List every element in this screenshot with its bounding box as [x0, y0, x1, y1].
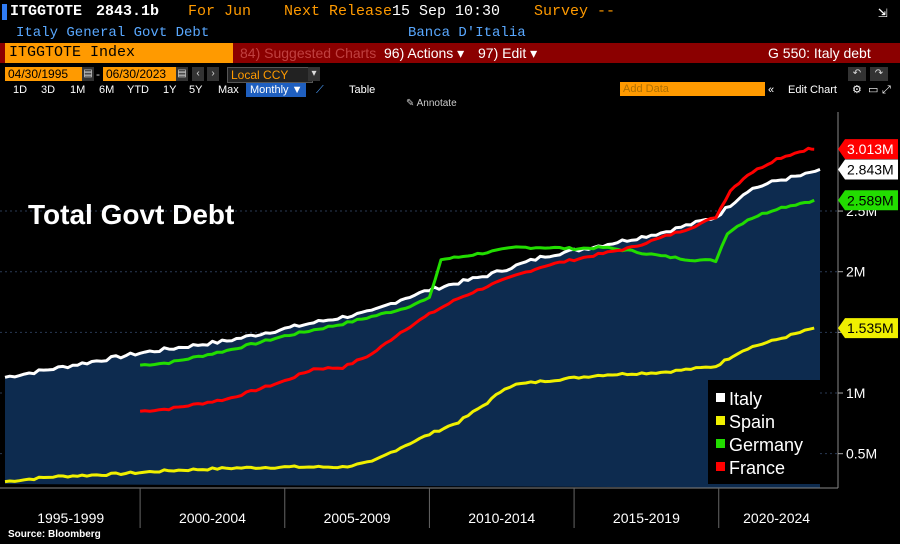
period-1m[interactable]: 1M	[70, 84, 86, 96]
start-calendar-icon[interactable]: ▤	[82, 67, 94, 81]
x-ticks: 1995-1999 2000-2004 2005-2009 2010-2014 2015…	[37, 488, 810, 528]
external-link-icon[interactable]: ⇲	[878, 4, 888, 22]
last-label-germany: 2.589M	[838, 190, 898, 211]
next-release-date: 15 Sep 10:30	[392, 3, 501, 20]
annotate-label: Annotate	[416, 98, 457, 109]
legend-swatch-spain	[716, 416, 725, 425]
edit-menu[interactable]: 97) Edit ▾	[478, 45, 538, 61]
y-tick-label: 2M	[846, 264, 865, 280]
end-calendar-icon[interactable]: ▤	[176, 67, 188, 81]
next-release-label: Next Release	[284, 3, 393, 20]
period-ytd[interactable]: YTD	[127, 84, 149, 96]
period-5y[interactable]: 5Y	[189, 84, 203, 96]
last-label-box	[838, 190, 898, 211]
currency-dropdown-icon[interactable]: ▾	[308, 67, 320, 81]
description-row: Italy General Govt Debt Banca D'Italia	[0, 24, 900, 42]
x-tick-label: 2000-2004	[179, 510, 246, 526]
series-line-germany	[139, 198, 815, 367]
x-tick-label: 2020-2024	[743, 510, 810, 526]
collapse-icon[interactable]: «	[768, 84, 775, 96]
expand-icon[interactable]: ⤢	[882, 84, 891, 96]
last-label-italy: 2.843M	[838, 159, 898, 180]
legend-label-germany: Germany	[729, 435, 803, 455]
x-tick-label: 2005-2009	[324, 510, 391, 526]
period-6m[interactable]: 6M	[99, 84, 115, 96]
series-line-spain	[4, 326, 815, 484]
pencil-icon: ✎	[406, 98, 417, 109]
minimize-icon[interactable]: ▭	[868, 84, 879, 96]
y-tick-label: 1M	[846, 385, 865, 401]
settings-icon[interactable]: ⚙	[852, 84, 862, 96]
edit-chart-button[interactable]: Edit Chart	[788, 84, 837, 96]
last-label-france: 3.013M	[838, 139, 898, 160]
period-3d[interactable]: 3D	[41, 84, 56, 96]
last-label-spain: 1.535M	[838, 318, 898, 339]
period-1y[interactable]: 1Y	[163, 84, 177, 96]
table-button[interactable]: Table	[349, 84, 376, 96]
frequency-select[interactable]: Monthly ▼	[246, 83, 307, 97]
legend-swatch-germany	[716, 439, 725, 448]
header-marker	[2, 4, 7, 20]
legend: Italy Spain Germany France	[708, 380, 820, 484]
series-description: Italy General Govt Debt	[16, 25, 210, 41]
last-value-labels: 2.843M 2.589M 1.535M 3.013M	[838, 139, 898, 339]
survey-label: Survey --	[534, 3, 616, 20]
line-chart-icon[interactable]: ⟋	[316, 84, 324, 96]
series-lines	[4, 146, 821, 484]
next-period-icon[interactable]: ›	[207, 67, 219, 81]
last-label-text: 1.535M	[847, 320, 894, 336]
ticker[interactable]: ITGGTOTE	[10, 3, 83, 20]
last-value: 2843.1b	[96, 3, 160, 20]
series-line-italy	[4, 168, 821, 379]
x-tick-label: 2015-2019	[613, 510, 680, 526]
last-label-text: 2.843M	[847, 161, 894, 177]
legend-swatch-italy	[716, 393, 725, 402]
legend-box	[708, 380, 820, 484]
legend-label-italy: Italy	[729, 389, 762, 409]
suggested-charts-button[interactable]: 84) Suggested Charts	[240, 45, 377, 61]
series-line-france	[139, 146, 815, 413]
period-label: For Jun	[188, 3, 252, 20]
last-label-box	[838, 139, 898, 160]
actions-menu[interactable]: 96) Actions ▾	[384, 45, 465, 61]
toolbar: ITGGTOTE Index 84) Suggested Charts 96) …	[0, 43, 900, 63]
security-header: ITGGTOTE 2843.1b For Jun Next Release 15…	[0, 0, 900, 24]
period-max[interactable]: Max	[218, 84, 239, 96]
last-label-text: 2.589M	[847, 192, 894, 208]
redo-icon[interactable]: ↷	[870, 67, 888, 81]
legend-label-spain: Spain	[729, 412, 775, 432]
chart-id: G 550: Italy debt	[768, 45, 871, 61]
legend-label-france: France	[729, 458, 785, 478]
y-tick-label: 0.5M	[846, 446, 877, 462]
add-data-input[interactable]: Add Data	[620, 82, 765, 96]
x-tick-label: 2010-2014	[468, 510, 535, 526]
prev-period-icon[interactable]: ‹	[192, 67, 204, 81]
start-date-input[interactable]: 04/30/1995	[5, 67, 83, 81]
undo-icon[interactable]: ↶	[848, 67, 866, 81]
annotate-button[interactable]: ✎ Annotate	[406, 98, 466, 112]
x-tick-label: 1995-1999	[37, 510, 104, 526]
last-label-text: 3.013M	[847, 141, 894, 157]
date-range-row: 04/30/1995 ▤ - 06/30/2023 ▤ ‹ › Local CC…	[0, 65, 900, 83]
period-1d[interactable]: 1D	[13, 84, 28, 96]
source-agency: Banca D'Italia	[408, 25, 526, 41]
currency-select[interactable]: Local CCY	[227, 67, 313, 83]
last-label-box	[838, 159, 898, 180]
last-label-box	[838, 318, 898, 339]
end-date-input[interactable]: 06/30/2023	[103, 67, 179, 81]
legend-swatch-france	[716, 462, 725, 471]
security-field[interactable]: ITGGTOTE Index	[5, 43, 233, 63]
chart-title: Total Govt Debt	[28, 199, 234, 230]
source-label: Source: Bloomberg	[8, 529, 101, 540]
period-row: 1D 3D 1M 6M YTD 1Y 5Y Max Monthly ▼ ⟋ Ta…	[0, 82, 900, 98]
